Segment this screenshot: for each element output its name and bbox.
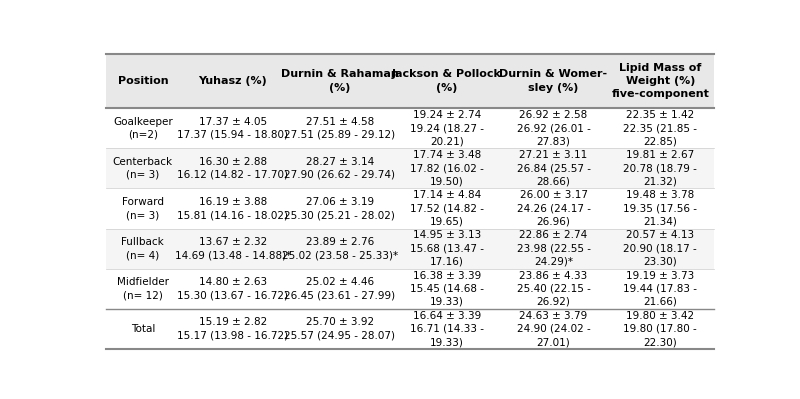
Bar xyxy=(106,309,714,349)
Text: 26.00 ± 3.17
24.26 (24.17 -
26.96): 26.00 ± 3.17 24.26 (24.17 - 26.96) xyxy=(517,190,590,227)
Text: 14.80 ± 2.63
15.30 (13.67 - 16.72): 14.80 ± 2.63 15.30 (13.67 - 16.72) xyxy=(178,277,289,300)
Text: 28.27 ± 3.14
27.90 (26.62 - 29.74): 28.27 ± 3.14 27.90 (26.62 - 29.74) xyxy=(284,157,395,180)
Text: 19.48 ± 3.78
19.35 (17.56 -
21.34): 19.48 ± 3.78 19.35 (17.56 - 21.34) xyxy=(623,190,698,227)
Text: 22.35 ± 1.42
22.35 (21.85 -
22.85): 22.35 ± 1.42 22.35 (21.85 - 22.85) xyxy=(623,110,698,146)
Text: 27.06 ± 3.19
25.30 (25.21 - 28.02): 27.06 ± 3.19 25.30 (25.21 - 28.02) xyxy=(284,197,395,220)
Text: 16.38 ± 3.39
15.45 (14.68 -
19.33): 16.38 ± 3.39 15.45 (14.68 - 19.33) xyxy=(410,271,484,307)
Text: Midfielder
(n= 12): Midfielder (n= 12) xyxy=(117,277,169,300)
Text: 19.81 ± 2.67
20.78 (18.79 -
21.32): 19.81 ± 2.67 20.78 (18.79 - 21.32) xyxy=(623,150,698,186)
Text: Goalkeeper
(n=2): Goalkeeper (n=2) xyxy=(113,117,173,140)
Text: 16.64 ± 3.39
16.71 (14.33 -
19.33): 16.64 ± 3.39 16.71 (14.33 - 19.33) xyxy=(410,311,484,347)
Text: Durnin & Rahaman
(%): Durnin & Rahaman (%) xyxy=(281,69,398,93)
Text: 27.21 ± 3.11
26.84 (25.57 -
28.66): 27.21 ± 3.11 26.84 (25.57 - 28.66) xyxy=(517,150,590,186)
Text: 16.19 ± 3.88
15.81 (14.16 - 18.02): 16.19 ± 3.88 15.81 (14.16 - 18.02) xyxy=(178,197,289,220)
Text: 15.19 ± 2.82
15.17 (13.98 - 16.72): 15.19 ± 2.82 15.17 (13.98 - 16.72) xyxy=(178,317,289,340)
Text: Lipid Mass of
Weight (%)
five-component: Lipid Mass of Weight (%) five-component xyxy=(611,63,710,99)
Text: Position: Position xyxy=(118,76,168,86)
Text: Fullback
(n= 4): Fullback (n= 4) xyxy=(122,237,164,260)
Bar xyxy=(106,229,714,269)
Text: 20.57 ± 4.13
20.90 (18.17 -
23.30): 20.57 ± 4.13 20.90 (18.17 - 23.30) xyxy=(623,230,698,267)
Text: Yuhasz (%): Yuhasz (%) xyxy=(198,76,267,86)
Text: 16.30 ± 2.88
16.12 (14.82 - 17.70): 16.30 ± 2.88 16.12 (14.82 - 17.70) xyxy=(178,157,289,180)
Bar xyxy=(106,269,714,309)
Text: 22.86 ± 2.74
23.98 (22.55 -
24.29)*: 22.86 ± 2.74 23.98 (22.55 - 24.29)* xyxy=(517,230,590,267)
Text: 19.19 ± 3.73
19.44 (17.83 -
21.66): 19.19 ± 3.73 19.44 (17.83 - 21.66) xyxy=(623,271,698,307)
Text: 17.74 ± 3.48
17.82 (16.02 -
19.50): 17.74 ± 3.48 17.82 (16.02 - 19.50) xyxy=(410,150,483,186)
Bar xyxy=(106,148,714,188)
Text: 17.37 ± 4.05
17.37 (15.94 - 18.80): 17.37 ± 4.05 17.37 (15.94 - 18.80) xyxy=(178,117,289,140)
Bar xyxy=(106,188,714,229)
Text: Centerback
(n= 3): Centerback (n= 3) xyxy=(113,157,173,180)
Text: 23.86 ± 4.33
25.40 (22.15 -
26.92): 23.86 ± 4.33 25.40 (22.15 - 26.92) xyxy=(517,271,590,307)
Text: 25.02 ± 4.46
26.45 (23.61 - 27.99): 25.02 ± 4.46 26.45 (23.61 - 27.99) xyxy=(284,277,395,300)
Text: Forward
(n= 3): Forward (n= 3) xyxy=(122,197,164,220)
Text: 25.70 ± 3.92
25.57 (24.95 - 28.07): 25.70 ± 3.92 25.57 (24.95 - 28.07) xyxy=(284,317,395,340)
Text: 14.95 ± 3.13
15.68 (13.47 -
17.16): 14.95 ± 3.13 15.68 (13.47 - 17.16) xyxy=(410,230,484,267)
Text: Jackson & Pollock
(%): Jackson & Pollock (%) xyxy=(392,69,502,93)
Text: 13.67 ± 2.32
14.69 (13.48 - 14.88)*: 13.67 ± 2.32 14.69 (13.48 - 14.88)* xyxy=(175,237,291,260)
Text: Total: Total xyxy=(130,324,155,334)
Text: 17.14 ± 4.84
17.52 (14.82 -
19.65): 17.14 ± 4.84 17.52 (14.82 - 19.65) xyxy=(410,190,484,227)
Text: Durnin & Womer-
sley (%): Durnin & Womer- sley (%) xyxy=(499,69,607,93)
Bar xyxy=(106,108,714,148)
Bar xyxy=(106,54,714,108)
Text: 19.80 ± 3.42
19.80 (17.80 -
22.30): 19.80 ± 3.42 19.80 (17.80 - 22.30) xyxy=(623,311,698,347)
Text: 27.51 ± 4.58
27.51 (25.89 - 29.12): 27.51 ± 4.58 27.51 (25.89 - 29.12) xyxy=(284,117,395,140)
Text: 19.24 ± 2.74
19.24 (18.27 -
20.21): 19.24 ± 2.74 19.24 (18.27 - 20.21) xyxy=(410,110,484,146)
Text: 23.89 ± 2.76
25.02 (23.58 - 25.33)*: 23.89 ± 2.76 25.02 (23.58 - 25.33)* xyxy=(282,237,398,260)
Text: 24.63 ± 3.79
24.90 (24.02 -
27.01): 24.63 ± 3.79 24.90 (24.02 - 27.01) xyxy=(517,311,590,347)
Text: 26.92 ± 2.58
26.92 (26.01 -
27.83): 26.92 ± 2.58 26.92 (26.01 - 27.83) xyxy=(517,110,590,146)
